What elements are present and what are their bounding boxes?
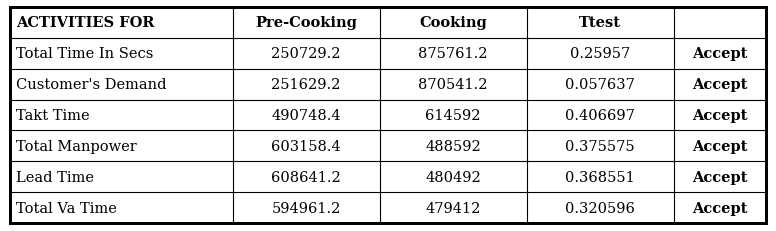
Text: Takt Time: Takt Time [16, 109, 89, 122]
Text: 870541.2: 870541.2 [418, 78, 488, 92]
Text: Total Manpower: Total Manpower [16, 139, 137, 153]
Text: 0.406697: 0.406697 [565, 109, 635, 122]
Text: Ttest: Ttest [579, 16, 621, 30]
Text: 0.375575: 0.375575 [565, 139, 635, 153]
Text: Lead Time: Lead Time [16, 170, 94, 184]
Text: Cooking: Cooking [419, 16, 487, 30]
Text: Accept: Accept [692, 170, 747, 184]
Text: 603158.4: 603158.4 [272, 139, 341, 153]
Text: 875761.2: 875761.2 [418, 47, 488, 61]
Text: 0.057637: 0.057637 [565, 78, 635, 92]
Text: Total Va Time: Total Va Time [16, 201, 117, 215]
Text: 608641.2: 608641.2 [272, 170, 341, 184]
Text: Accept: Accept [692, 201, 747, 215]
Text: 488592: 488592 [425, 139, 481, 153]
Text: Pre-Cooking: Pre-Cooking [255, 16, 357, 30]
Text: 480492: 480492 [425, 170, 481, 184]
Text: 614592: 614592 [425, 109, 481, 122]
Text: 0.368551: 0.368551 [565, 170, 635, 184]
Text: 479412: 479412 [425, 201, 481, 215]
Text: Accept: Accept [692, 139, 747, 153]
Text: Accept: Accept [692, 47, 747, 61]
Text: Total Time In Secs: Total Time In Secs [16, 47, 154, 61]
Text: Accept: Accept [692, 109, 747, 122]
Text: 0.320596: 0.320596 [565, 201, 635, 215]
Text: 0.25957: 0.25957 [570, 47, 630, 61]
Text: ACTIVITIES FOR: ACTIVITIES FOR [16, 16, 154, 30]
Text: 490748.4: 490748.4 [272, 109, 341, 122]
Text: Accept: Accept [692, 78, 747, 92]
Text: 251629.2: 251629.2 [272, 78, 341, 92]
Text: 594961.2: 594961.2 [272, 201, 341, 215]
Text: 250729.2: 250729.2 [272, 47, 341, 61]
Text: Customer's Demand: Customer's Demand [16, 78, 167, 92]
